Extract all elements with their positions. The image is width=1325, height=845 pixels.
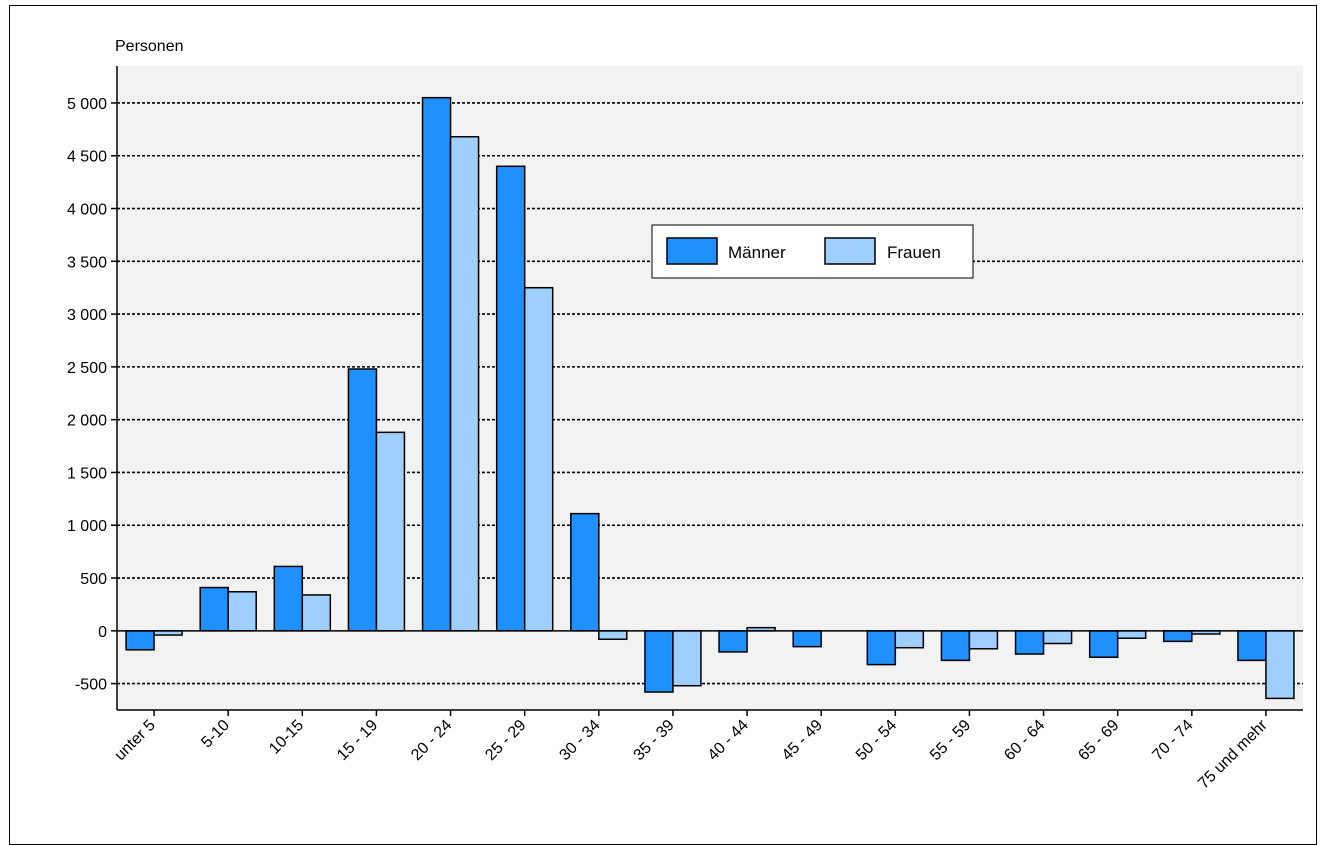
y-tick-label: 5 000 [67,96,107,113]
bar-maenner [644,630,674,693]
bar-maenner [1014,630,1045,655]
bar-frauen [449,135,480,632]
bar-maenner [792,630,822,648]
y-tick-label: 3 000 [67,307,107,324]
bar-maenner [421,96,452,632]
bar-frauen [1042,630,1073,645]
y-tick-label: 4 000 [67,202,107,219]
y-tick-label: 1 000 [67,518,107,535]
y-tick-label: 3 500 [67,254,107,271]
x-tick-label: 75 und mehr [1195,716,1271,792]
bar-maenner [1163,630,1193,643]
x-tick-label: 10-15 [266,717,307,758]
bar-chart: -500 0 500 1 000 1 500 2 000 2 500 3 000 3 500 4 … [67,38,1303,792]
x-tick-label: 45 - 49 [779,717,826,764]
bar-maenner [1088,630,1119,658]
legend-label-maenner: Männer [728,243,786,262]
bar-maenner [940,630,971,662]
legend-swatch-frauen [824,237,876,265]
y-tick-label: -500 [75,677,107,694]
x-tick-label: unter 5 [112,717,159,764]
legend-swatch-maenner [666,237,718,265]
y-tick-label: 1 500 [67,465,107,482]
bar-maenner [1237,630,1267,662]
y-tick-label: 2 000 [67,413,107,430]
bar-maenner [125,630,155,651]
legend: Männer Frauen [651,224,974,279]
gridlines [117,102,1303,685]
x-tick-label: 50 - 54 [853,717,900,764]
x-tick-labels: unter 5 5-10 10-15 15 - 19 20 - 24 25 - 29 30 … [112,710,1271,792]
bar-frauen [227,591,257,632]
y-tick-labels: -500 0 500 1 000 1 500 2 000 2 500 3 000 3 500 4 … [67,96,117,694]
bar-maenner [570,512,600,632]
legend-label-frauen: Frauen [887,243,941,262]
bar-maenner [273,565,304,632]
bar-maenner [199,586,229,632]
bar-frauen [672,630,702,687]
bar-frauen [523,286,554,632]
bar-frauen [1116,630,1147,639]
x-tick-label: 60 - 64 [1001,717,1048,764]
x-tick-label: 15 - 19 [334,717,381,764]
x-tick-label: 25 - 29 [482,717,529,764]
y-axis-label: Personen [115,38,184,55]
x-tick-label: 5-10 [198,717,233,752]
chart-frame: -500 0 500 1 000 1 500 2 000 2 500 3 000 3 500 4 … [9,5,1317,845]
y-tick-label: 500 [80,571,107,588]
bar-frauen [894,630,925,649]
bar-maenner [347,368,378,632]
bar-frauen [375,431,406,632]
x-tick-label: 30 - 34 [556,717,603,764]
bar-maenner [866,630,897,666]
x-tick-label: 65 - 69 [1075,717,1122,764]
bar-maenner [495,165,526,632]
x-tick-label: 35 - 39 [631,717,678,764]
y-tick-label: 4 500 [67,149,107,166]
bar-frauen [968,630,999,650]
y-tick-label: 0 [98,624,107,641]
bar-frauen [598,630,628,641]
x-tick-label: 40 - 44 [705,717,752,764]
y-tick-label: 2 500 [67,360,107,377]
bars [125,96,1295,700]
x-tick-label: 70 - 74 [1149,717,1196,764]
axes [116,66,1303,711]
x-tick-label: 20 - 24 [408,717,455,764]
bar-frauen [1265,630,1295,700]
x-tick-label: 55 - 59 [927,717,974,764]
bar-frauen [301,594,332,632]
bar-maenner [718,630,748,653]
